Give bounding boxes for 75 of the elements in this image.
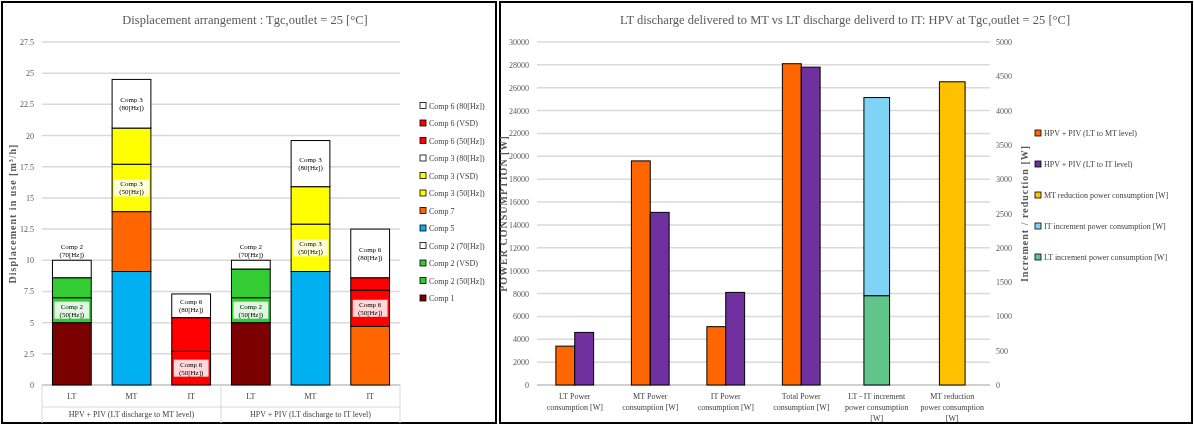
y2-tick-label: 2000 <box>996 243 1012 253</box>
y-axis-title: POWER CONSUMPTION [W] <box>498 135 509 292</box>
y2-axis-title: Increment / reduction [W] <box>1019 144 1030 283</box>
x-tick-label: IT <box>187 392 196 401</box>
legend-label: LT increment power consumption [W] <box>1044 253 1168 262</box>
legend-label: Comp 5 <box>429 224 455 233</box>
x-tick-label: MT <box>125 392 138 401</box>
y-tick-label: 17.5 <box>20 162 34 172</box>
y2-tick-label: 1000 <box>996 312 1012 322</box>
legend-label: Comp 2 (70[Hz]) <box>429 241 485 251</box>
y2-tick-label: 4500 <box>996 72 1012 82</box>
y-tick-label: 24000 <box>509 106 529 116</box>
y-tick-label: 16000 <box>509 198 529 208</box>
y-tick-label: 20 <box>26 131 34 141</box>
chart-title: LT discharge delivered to MT vs LT discharge deliverd to IT: HPV at Tgc,outlet = 25 [°C] <box>619 13 1071 27</box>
chart-title: Displacement arrangement : Tgc,outlet = 25 [°C] <box>122 13 368 27</box>
legend-label: Comp 6 (80[Hz]) <box>429 101 485 111</box>
y-tick-label: 2.5 <box>24 349 34 359</box>
y2-tick-label: 3000 <box>996 175 1012 185</box>
y-tick-label: 12000 <box>509 243 529 253</box>
legend-label: Comp 3 (VSD) <box>429 171 479 181</box>
y-tick-label: 18000 <box>509 175 529 185</box>
y-tick-label: 28000 <box>509 60 529 70</box>
y-tick-label: 26000 <box>509 83 529 93</box>
text: HPV + PIV (LT discharge to MT level) <box>68 410 195 419</box>
y-tick-label: 2000 <box>513 358 529 368</box>
y-tick-label: 0 <box>30 381 34 390</box>
y-tick-label: 25 <box>26 69 34 79</box>
text: HPV + PIV (LT discharge to IT level) <box>249 410 372 419</box>
x-tick-label: IT Power consumption [W] <box>697 392 755 412</box>
y-tick-label: 22.5 <box>20 100 34 110</box>
legend-label: HPV + PIV (LT to IT level) <box>1044 160 1133 169</box>
legend-label: Comp 6 (50[Hz]) <box>429 136 485 146</box>
legend-label: Comp 3 (80[Hz]) <box>429 154 485 163</box>
x-tick-label: MT Power consumption [W] <box>622 392 679 412</box>
y-tick-label: 8000 <box>513 289 529 299</box>
y2-tick-label: 4000 <box>996 106 1012 116</box>
y-tick-label: 10000 <box>509 266 529 276</box>
legend-label: Comp 1 <box>429 294 455 303</box>
y-tick-label: 7.5 <box>24 287 34 297</box>
y-tick-label: 12.5 <box>20 225 34 235</box>
y-tick-label: 20000 <box>509 152 529 162</box>
legend-label: Comp 6 (VSD) <box>429 119 479 128</box>
y2-tick-label: 1500 <box>996 278 1012 288</box>
legend-label: Comp 3 (50[Hz]) <box>429 189 485 198</box>
x-tick-label: IT <box>366 392 375 401</box>
legend-label: Comp 2 (50[Hz]) <box>429 276 485 286</box>
x-tick-label: MT <box>304 392 317 401</box>
legend-label: IT increment power consumption [W] <box>1044 222 1166 231</box>
y2-tick-label: 0 <box>996 381 1000 390</box>
y-tick-label: 6000 <box>513 312 529 322</box>
y-tick-label: 22000 <box>509 129 529 139</box>
legend-label: HPV + PIV (LT to MT level) <box>1044 129 1138 138</box>
y-tick-label: 5 <box>30 318 34 328</box>
y-tick-label: 27.5 <box>20 38 34 47</box>
y-tick-label: 4000 <box>513 335 529 345</box>
y-tick-label: 14000 <box>509 220 529 230</box>
y-tick-label: 15 <box>26 193 34 203</box>
y2-tick-label: 3500 <box>996 140 1012 150</box>
y2-tick-label: 5000 <box>996 38 1012 47</box>
legend-label: Comp 7 <box>429 206 455 216</box>
x-tick-label: LT <box>67 392 77 401</box>
y-tick-label: 0 <box>525 381 529 390</box>
y2-tick-label: 2500 <box>996 209 1012 219</box>
x-tick-label: Total Power consumption [W] <box>773 392 830 412</box>
y-tick-label: 10 <box>26 256 34 266</box>
y-axis-title: Displacement in use [m³/h] <box>7 143 18 284</box>
x-tick-label: LT <box>246 392 256 401</box>
legend-label: MT reduction power consumption [W] <box>1044 191 1169 200</box>
x-tick-label: LT - IT increment power consumption [W] <box>845 392 909 423</box>
x-tick-label: LT Power consumption [W] <box>546 392 604 412</box>
x-tick-label: MT reduction power consumption [W] <box>920 392 984 423</box>
legend-label: Comp 2 (VSD) <box>429 259 479 268</box>
y-tick-label: 30000 <box>509 38 529 47</box>
y2-tick-label: 500 <box>996 346 1008 356</box>
